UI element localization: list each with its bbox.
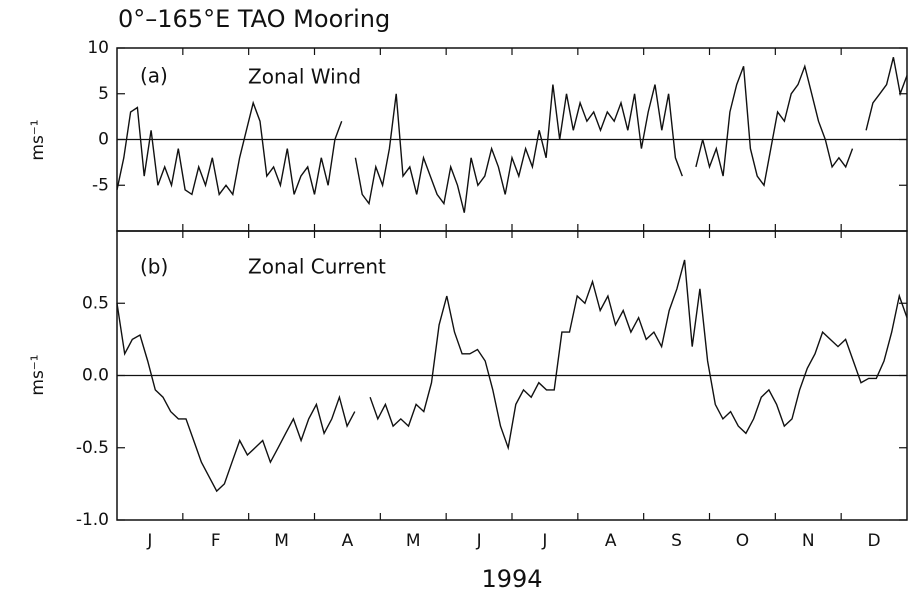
x-tick-label: M: [274, 531, 289, 551]
y-tick-label: 0: [98, 130, 109, 150]
x-axis-label: 1994: [481, 565, 542, 593]
annotation: Zonal Wind: [248, 65, 361, 89]
y-tick-label: -0.5: [76, 438, 109, 458]
x-tick-label: N: [802, 531, 815, 551]
y-tick-label: -1.0: [76, 510, 109, 530]
panel-label: (b): [140, 255, 168, 279]
y-tick-label: 10: [87, 38, 109, 58]
y-tick-label: 0.5: [82, 293, 109, 313]
y-tick-label: 5: [98, 84, 109, 104]
x-tick-label: J: [541, 531, 547, 551]
annotation: Zonal Current: [248, 255, 386, 279]
x-tick-label: O: [736, 531, 749, 551]
x-tick-label: D: [868, 531, 881, 551]
y-axis-label: ms⁻¹: [28, 119, 48, 160]
x-tick-label: F: [211, 531, 221, 551]
x-tick-label: A: [342, 531, 354, 551]
y-axis-label: ms⁻¹: [28, 354, 48, 395]
data-line: [116, 259, 908, 493]
y-tick-label: -5: [92, 175, 109, 195]
x-tick-label: J: [476, 531, 482, 551]
x-tick-label: S: [671, 531, 682, 551]
x-tick-label: M: [406, 531, 421, 551]
panel-label: (a): [140, 64, 168, 88]
x-tick-label: A: [605, 531, 617, 551]
chart-title: 0°–165°E TAO Mooring: [118, 5, 390, 33]
y-tick-label: 0.0: [82, 366, 109, 386]
x-tick-label: J: [146, 531, 152, 551]
data-line: [116, 57, 908, 213]
